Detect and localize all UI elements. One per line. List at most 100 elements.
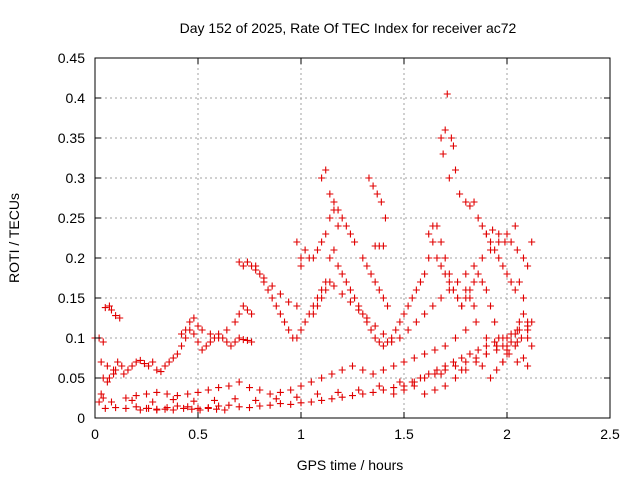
data-point [210,396,218,404]
data-point [293,393,301,401]
data-point [136,356,144,364]
data-point [112,312,120,320]
data-point [338,290,346,298]
data-point [429,302,437,310]
data-point [276,400,284,408]
data-point [421,350,429,358]
data-point [390,384,398,392]
data-point [491,338,499,346]
data-point [326,190,334,198]
data-point [503,334,511,342]
data-point [246,404,253,412]
data-point [416,278,424,286]
data-point [355,306,363,314]
data-point [293,334,301,342]
data-point [367,326,375,334]
data-point [400,386,408,394]
data-point [487,302,495,310]
data-point [169,406,177,414]
data-point [346,298,354,306]
data-point [239,262,247,270]
data-point [223,326,231,334]
data-point [513,338,521,346]
data-point [318,374,326,382]
data-point [330,246,338,254]
data-point [470,278,478,286]
data-point [431,386,439,394]
data-point [449,142,457,150]
data-point [140,360,148,368]
data-point [487,374,495,382]
data-point [528,238,536,246]
data-point [182,326,190,334]
data-point [493,342,501,350]
data-point [101,404,109,412]
data-point [260,274,268,282]
data-point [437,238,445,246]
data-point [132,358,140,366]
data-point [309,254,317,262]
data-point [318,174,326,182]
data-point [169,396,177,404]
data-point [425,370,433,378]
data-point [491,318,499,326]
data-point [390,362,398,370]
data-point [410,354,418,362]
data-point [437,294,445,302]
data-point [390,390,398,398]
data-point [439,150,447,158]
data-point [266,401,274,409]
data-point [359,390,367,398]
data-point [396,334,404,342]
data-point [122,394,130,402]
x-tick-label: 0 [91,426,99,442]
data-point [379,294,387,302]
data-point [458,354,466,362]
data-point [445,278,453,286]
data-point [404,302,412,310]
data-point [472,318,480,326]
data-point [482,230,490,238]
data-point [206,338,214,346]
data-point [425,254,433,262]
data-point [517,334,525,342]
x-axis-label: GPS time / hours [297,457,404,473]
x-tick-label: 2 [503,426,511,442]
data-point [215,334,223,342]
data-point [441,366,449,374]
data-point [367,270,375,278]
data-point [103,362,111,370]
data-point [128,362,136,370]
y-tick-label: 0 [77,410,85,426]
data-point [196,406,204,414]
data-point [334,388,342,396]
data-point [248,310,256,318]
data-point [173,350,181,358]
data-point [437,370,445,378]
data-point [474,346,482,354]
data-point [266,390,274,398]
data-point [122,404,130,412]
data-point [173,402,181,410]
data-point [221,406,229,414]
data-point [330,282,338,290]
data-point [507,338,515,346]
data-point [128,396,136,404]
data-point [186,318,194,326]
data-point [97,358,105,366]
data-point [120,370,128,378]
data-point [349,362,356,370]
data-point [392,326,400,334]
data-point [505,350,513,358]
data-point [112,366,120,374]
data-point [503,270,511,278]
data-point [425,230,433,238]
data-point [99,394,107,402]
y-tick-label: 0.2 [66,250,86,266]
data-point [355,386,363,394]
data-point [118,362,126,370]
data-point [400,310,408,318]
data-point [363,262,371,270]
data-point [322,166,330,174]
y-tick-label: 0.05 [58,370,85,386]
